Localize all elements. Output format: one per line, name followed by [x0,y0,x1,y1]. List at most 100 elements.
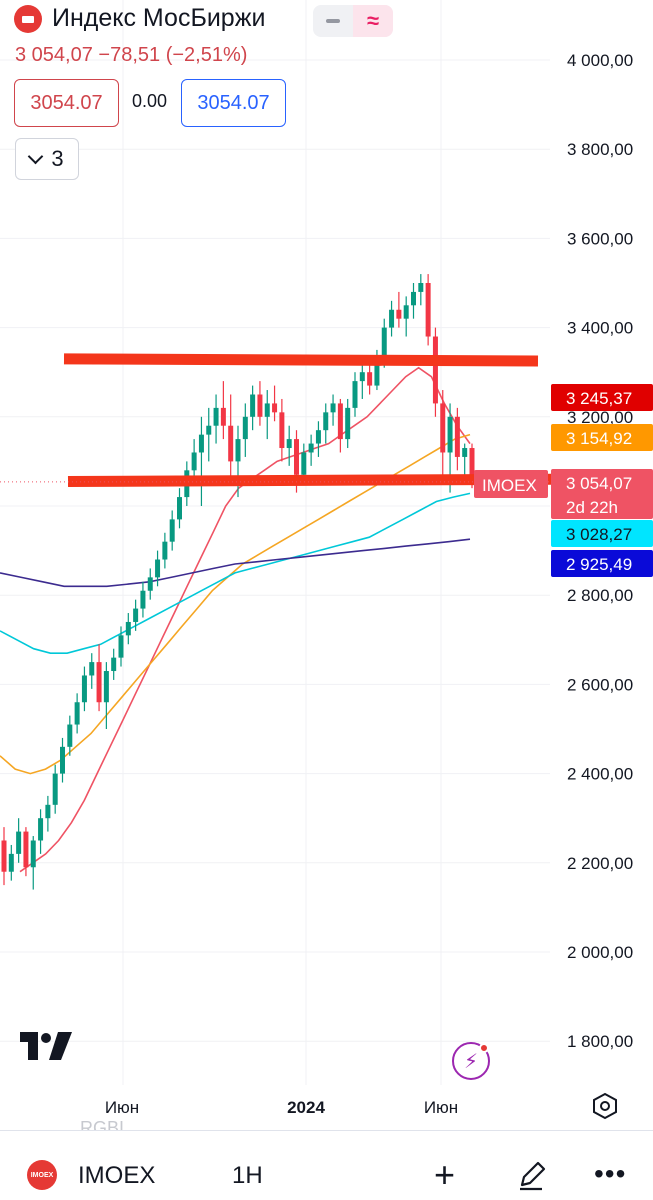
x-tick-label: 2024 [287,1098,325,1117]
notification-dot [479,1043,489,1053]
symbol-flag-icon[interactable]: IMOEX [27,1160,57,1190]
drawn-horizontal-line [67,473,553,487]
symbol-header[interactable]: Индекс МосБиржи [14,4,265,33]
drawn-horizontal-line [63,353,539,367]
candle-body [250,394,256,417]
candle-body [16,831,22,854]
plus-icon[interactable]: + [434,1154,456,1195]
bottom-toolbar [0,1130,653,1200]
y-tick-label: 2 600,00 [567,675,633,694]
buy-button[interactable]: 3054.07 [181,79,286,127]
pen-icon[interactable] [514,1157,550,1193]
candle-body [60,746,65,774]
candle-body [177,497,182,520]
candle-body [352,381,358,408]
candle-body [462,448,468,457]
candle-body [118,635,124,658]
candle-body [235,439,241,462]
candle-body [147,577,153,591]
candle-body [308,443,314,453]
candle-body [198,434,204,453]
y-tick-label: 4 000,00 [567,51,633,70]
candle-body [469,448,475,482]
candle-body [220,407,226,426]
price-change-line: 3 054,07 −78,51 (−2,51%) [15,44,248,66]
y-tick-label: 3 800,00 [567,140,633,159]
minimize-icon[interactable] [313,5,353,37]
candle-body [315,430,321,444]
more-dots-icon[interactable]: ••• [594,1158,627,1189]
candle-body [206,425,212,435]
candle-body [418,283,424,292]
y-tick-label: 2 200,00 [567,854,633,873]
y-tick-label: 3 400,00 [567,319,633,338]
candle-body [257,394,263,417]
x-tick-label: Июн [424,1098,458,1117]
candle-body [411,291,416,306]
y-tick-label: 2 400,00 [567,765,633,784]
candle-body [213,407,219,426]
y-tick-label: 3 600,00 [567,229,633,248]
candle-body [111,657,117,672]
candle-body [169,519,175,542]
candle-body [23,831,29,868]
lightning-icon[interactable]: ⚡ [452,1042,490,1080]
candle-body [242,416,248,440]
countdown-label: 2d 22h [566,498,618,517]
candle-body [359,372,365,382]
price-badge [551,550,653,577]
candle-body [133,608,139,622]
candle-body [52,773,58,805]
settings-hexagon-icon[interactable] [591,1092,619,1120]
candle-body [74,702,80,725]
russia-flag-icon [14,4,42,33]
price-badge [551,520,653,547]
price-badge-label: 3 154,92 [566,429,632,448]
symbol-title: Индекс МосБиржи [52,4,266,32]
candle-body [447,416,453,453]
candle-body [454,416,460,457]
symbol-price-tag [474,470,548,498]
indicators-count: 3 [51,146,64,171]
chart-mode-toggle[interactable]: ≈ [313,5,393,37]
price-badge-label: 3 054,07 [566,474,632,493]
price-badge [551,384,653,411]
price-chart[interactable]: 4 000,00 3 800,00 3 600,00 3 400,00 3 200,00… [0,0,653,1130]
candle-body [103,671,109,703]
candle-body [30,840,36,868]
candle-body [45,804,51,819]
price-badge-label: 3 245,37 [566,389,632,408]
tradingview-logo-icon [20,1032,72,1060]
sell-button[interactable]: 3054.07 [14,79,119,127]
indicators-collapse-button[interactable]: 3 [15,138,79,180]
candle-body [38,818,44,841]
candle-body [381,327,387,359]
candle-body [323,412,329,431]
x-tick-label: Июн [105,1098,139,1117]
candle-body [155,559,161,578]
y-tick-label: 1 800,00 [567,1032,633,1051]
interval-button[interactable]: 1H [232,1162,263,1189]
candle-body [191,452,197,471]
y-tick-label: 2 000,00 [567,943,633,962]
candle-body [286,439,292,449]
symbol-button[interactable]: IMOEX [78,1162,156,1189]
candle-body [432,336,438,404]
candle-body [374,358,380,386]
candle-body [389,309,395,328]
candle-body [440,403,446,453]
candle-body [162,541,168,560]
y-tick-label: 3 200,00 [567,408,633,427]
price-badge [551,424,653,451]
moving-average-line [0,538,471,588]
candle-body [81,675,87,703]
price-badge-label: 2 925,49 [566,555,632,574]
candle-body [272,403,278,413]
candle-body [337,403,343,440]
approx-wave-icon[interactable]: ≈ [353,5,393,37]
candle-body [125,621,131,636]
chevron-down-icon [28,148,44,164]
candle-body [228,425,234,462]
candle-body [425,283,431,337]
candle-body [89,662,95,676]
